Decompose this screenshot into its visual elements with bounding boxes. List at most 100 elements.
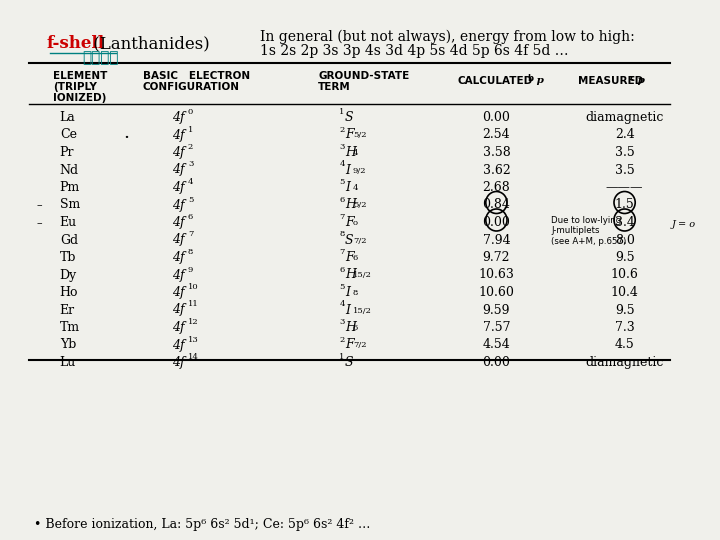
Text: 3.4: 3.4 xyxy=(615,216,634,229)
Text: Sm: Sm xyxy=(60,199,80,212)
Text: f-shell: f-shell xyxy=(46,35,104,52)
Text: S: S xyxy=(345,111,354,124)
Text: 2: 2 xyxy=(188,143,193,151)
Text: 10.63: 10.63 xyxy=(479,268,514,281)
Text: 4f: 4f xyxy=(171,233,184,246)
Text: 13: 13 xyxy=(188,335,199,343)
Text: 10.6: 10.6 xyxy=(611,268,639,281)
Text: 4f: 4f xyxy=(171,251,184,264)
Text: 10.4: 10.4 xyxy=(611,286,639,299)
Text: 7.94: 7.94 xyxy=(482,233,510,246)
Text: p: p xyxy=(533,76,544,85)
Text: 7.3: 7.3 xyxy=(615,321,634,334)
Text: 3: 3 xyxy=(339,318,345,326)
Text: 10.60: 10.60 xyxy=(479,286,514,299)
Text: 4f: 4f xyxy=(171,286,184,299)
Text: 4f: 4f xyxy=(171,321,184,334)
Text: F: F xyxy=(345,216,354,229)
Text: In general (but not always), energy from low to high:: In general (but not always), energy from… xyxy=(260,30,635,44)
Text: 9.5: 9.5 xyxy=(615,303,634,316)
Text: I: I xyxy=(345,164,350,177)
Text: I: I xyxy=(345,286,350,299)
Text: 12: 12 xyxy=(188,318,199,326)
Text: 1: 1 xyxy=(188,125,194,133)
Text: CALCULATED: CALCULATED xyxy=(458,76,533,86)
Text: o: o xyxy=(353,219,358,227)
Text: Eu: Eu xyxy=(60,216,77,229)
Text: (TRIPLY: (TRIPLY xyxy=(53,82,97,92)
Text: 9.72: 9.72 xyxy=(482,251,510,264)
Text: diamagnetic: diamagnetic xyxy=(585,111,664,124)
Text: J = o: J = o xyxy=(672,220,696,229)
Text: I: I xyxy=(345,303,350,316)
Text: 0.00: 0.00 xyxy=(482,111,510,124)
Text: S: S xyxy=(345,233,354,246)
Text: 4f: 4f xyxy=(171,216,184,229)
Text: CONFIGURATION: CONFIGURATION xyxy=(143,82,240,92)
Text: 4f: 4f xyxy=(171,303,184,316)
Text: 4: 4 xyxy=(188,178,194,186)
Text: Pm: Pm xyxy=(60,181,80,194)
Text: 14: 14 xyxy=(188,353,199,361)
Text: Er: Er xyxy=(60,303,75,316)
Text: MEASURED: MEASURED xyxy=(578,76,644,86)
Text: 7/2: 7/2 xyxy=(353,341,366,349)
Text: I: I xyxy=(345,181,350,194)
Text: 0.00: 0.00 xyxy=(482,356,510,369)
Text: 5: 5 xyxy=(188,195,194,204)
Text: 11: 11 xyxy=(188,300,199,308)
Text: 15/2: 15/2 xyxy=(353,272,372,280)
Text: 4: 4 xyxy=(353,149,359,157)
Text: 7.57: 7.57 xyxy=(482,321,510,334)
Text: F: F xyxy=(345,251,354,264)
Text: 4f: 4f xyxy=(171,356,184,369)
Text: • Before ionization, La: 5p⁶ 6s² 5d¹; Ce: 5p⁶ 6s² 4f² …: • Before ionization, La: 5p⁶ 6s² 5d¹; Ce… xyxy=(34,518,370,531)
Text: Gd: Gd xyxy=(60,233,78,246)
Text: 4f: 4f xyxy=(171,181,184,194)
Text: 3.5: 3.5 xyxy=(615,164,634,177)
Text: b: b xyxy=(527,74,534,83)
Text: 4: 4 xyxy=(353,184,359,192)
Text: H: H xyxy=(345,199,356,212)
Text: 5/2: 5/2 xyxy=(353,201,366,210)
Text: 3.58: 3.58 xyxy=(482,146,510,159)
Text: 2.68: 2.68 xyxy=(482,181,510,194)
Text: F: F xyxy=(345,339,354,352)
Text: Lu: Lu xyxy=(60,356,76,369)
Text: Ho: Ho xyxy=(60,286,78,299)
Text: GROUND-STATE: GROUND-STATE xyxy=(318,71,410,81)
Text: –: – xyxy=(37,218,42,228)
Text: 6: 6 xyxy=(339,266,345,273)
Text: 4: 4 xyxy=(339,160,345,168)
Text: 6: 6 xyxy=(353,254,358,262)
Text: Ce: Ce xyxy=(60,129,77,141)
Text: 1s 2s 2p 3s 3p 4s 3d 4p 5s 4d 5p 6s 4f 5d …: 1s 2s 2p 3s 3p 4s 3d 4p 5s 4d 5p 6s 4f 5… xyxy=(260,44,569,58)
Text: Tm: Tm xyxy=(60,321,80,334)
Text: BASIC   ELECTRON: BASIC ELECTRON xyxy=(143,71,250,81)
Text: ELEMENT: ELEMENT xyxy=(53,71,107,81)
Text: 8: 8 xyxy=(188,248,194,256)
Text: 4f: 4f xyxy=(171,146,184,159)
Text: 閑系元素: 閑系元素 xyxy=(82,50,118,65)
Text: 4f: 4f xyxy=(171,199,184,212)
Text: 7: 7 xyxy=(339,213,345,221)
Text: 8: 8 xyxy=(353,289,358,297)
Text: 4: 4 xyxy=(339,300,345,308)
Text: 5/2: 5/2 xyxy=(353,132,366,139)
Text: F: F xyxy=(345,129,354,141)
Text: 8.0: 8.0 xyxy=(615,233,634,246)
Text: 3: 3 xyxy=(339,143,345,151)
Text: 9.5: 9.5 xyxy=(615,251,634,264)
Text: 5: 5 xyxy=(339,178,345,186)
Text: 6: 6 xyxy=(339,195,345,204)
Text: 2.4: 2.4 xyxy=(615,129,634,141)
Text: diamagnetic: diamagnetic xyxy=(585,356,664,369)
Text: Pr: Pr xyxy=(60,146,74,159)
Text: 3: 3 xyxy=(188,160,194,168)
Text: 6: 6 xyxy=(353,324,358,332)
Text: H: H xyxy=(345,268,356,281)
Text: 4f: 4f xyxy=(171,111,184,124)
Text: 9/2: 9/2 xyxy=(353,166,366,174)
Text: La: La xyxy=(60,111,76,124)
Text: Nd: Nd xyxy=(60,164,79,177)
